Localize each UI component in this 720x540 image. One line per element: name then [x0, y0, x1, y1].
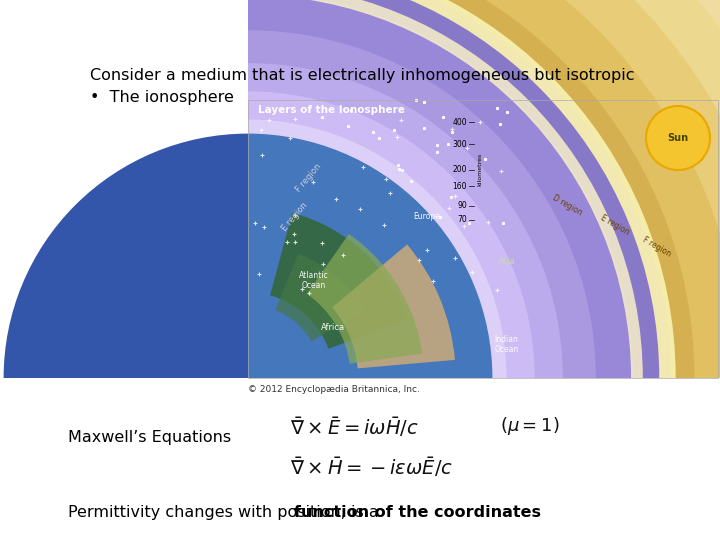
- Text: $\bar{\nabla} \times \bar{H} = -i\epsilon\omega\bar{E}/c$: $\bar{\nabla} \times \bar{H} = -i\epsilo…: [290, 455, 453, 479]
- Text: 400: 400: [452, 118, 467, 127]
- Text: 300: 300: [452, 140, 467, 149]
- Text: Consider a medium that is electrically inhomogeneous but isotropic: Consider a medium that is electrically i…: [90, 68, 634, 83]
- Bar: [248, 100, 718, 378]
- Text: 90: 90: [457, 201, 467, 210]
- Text: Asia: Asia: [498, 256, 516, 266]
- Wedge shape: [248, 0, 634, 378]
- Wedge shape: [248, 0, 671, 378]
- Text: Sun: Sun: [667, 133, 688, 143]
- Text: Atlantic
Ocean: Atlantic Ocean: [299, 271, 328, 291]
- Text: 70: 70: [457, 215, 467, 224]
- Text: 200: 200: [452, 165, 467, 174]
- Text: function of the coordinates: function of the coordinates: [294, 505, 541, 520]
- Text: E region: E region: [280, 200, 310, 233]
- Text: 160: 160: [452, 181, 467, 191]
- Text: Permittivity changes with position, is a: Permittivity changes with position, is a: [68, 505, 384, 520]
- Text: $\bar{\nabla} \times \bar{E} = i\omega\bar{H}/c$: $\bar{\nabla} \times \bar{E} = i\omega\b…: [290, 415, 419, 439]
- Text: Maxwell’s Equations: Maxwell’s Equations: [68, 430, 231, 445]
- Wedge shape: [276, 253, 364, 341]
- Text: kilometres: kilometres: [477, 153, 482, 186]
- Text: Europe: Europe: [413, 212, 440, 221]
- Wedge shape: [248, 91, 535, 378]
- Wedge shape: [248, 133, 492, 378]
- Text: Indian
Ocean: Indian Ocean: [495, 335, 518, 354]
- Wedge shape: [248, 0, 720, 378]
- Text: Layers of the Ionosphere: Layers of the Ionosphere: [258, 105, 405, 115]
- Wedge shape: [248, 0, 720, 378]
- Wedge shape: [332, 245, 455, 368]
- Wedge shape: [4, 133, 248, 378]
- Wedge shape: [248, 63, 563, 378]
- Wedge shape: [270, 213, 409, 349]
- Text: Africa: Africa: [320, 323, 345, 333]
- Wedge shape: [248, 0, 643, 378]
- Text: F region: F region: [294, 162, 323, 194]
- Wedge shape: [248, 119, 506, 378]
- Wedge shape: [248, 0, 720, 378]
- Text: •  The ionosphere: • The ionosphere: [90, 90, 234, 105]
- Wedge shape: [248, 30, 596, 378]
- Text: $(\mu = 1)$: $(\mu = 1)$: [500, 415, 559, 437]
- Text: © 2012 Encyclopædia Britannica, Inc.: © 2012 Encyclopædia Britannica, Inc.: [248, 385, 420, 394]
- Text: E region: E region: [599, 213, 631, 237]
- Wedge shape: [248, 0, 675, 378]
- Text: D region: D region: [552, 193, 584, 218]
- Wedge shape: [248, 0, 720, 378]
- Circle shape: [646, 106, 710, 170]
- Text: F region: F region: [642, 235, 672, 259]
- Bar: [483, 100, 718, 378]
- Wedge shape: [307, 234, 422, 364]
- Wedge shape: [248, 0, 695, 378]
- Wedge shape: [248, 0, 720, 378]
- Bar: [248, 100, 483, 378]
